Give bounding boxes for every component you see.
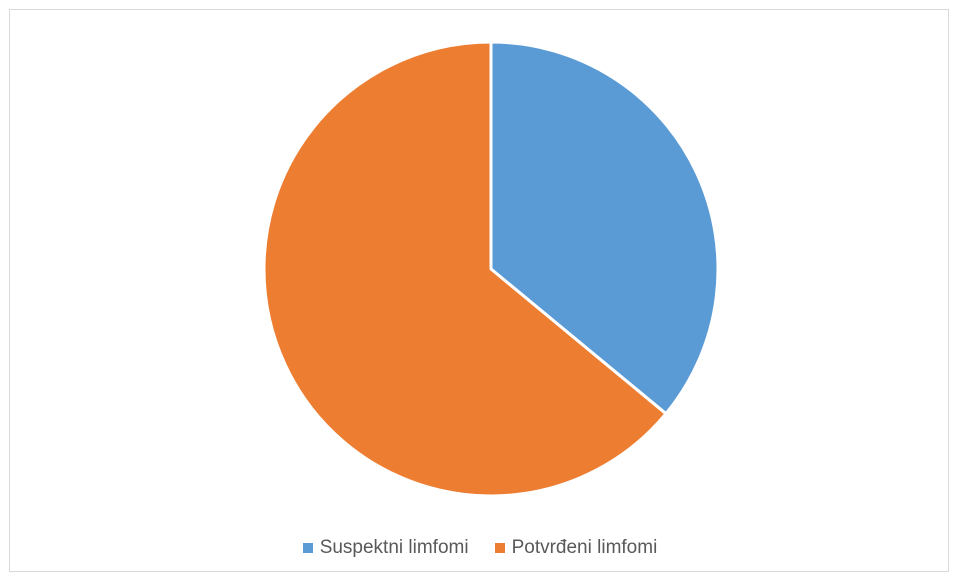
legend-label-suspektni: Suspektni limfomi: [319, 537, 469, 558]
legend-swatch-suspektni: [302, 543, 313, 553]
legend-swatch-potvrdeni: [494, 543, 505, 553]
legend-item-suspektni: Suspektni limfomi: [302, 537, 469, 559]
legend-item-potvrdeni: Potvrđeni limfomi: [494, 537, 658, 559]
pie-slice-potvrdeni: [262, 40, 668, 498]
legend-label-potvrdeni: Potvrđeni limfomi: [511, 537, 658, 558]
pie-slice-suspektni: [489, 40, 720, 416]
chart-area: Suspektni limfomi Potvrđeni limfomi: [9, 9, 949, 572]
legend: Suspektni limfomi Potvrđeni limfomi: [10, 537, 950, 559]
pie-chart: [262, 40, 720, 498]
